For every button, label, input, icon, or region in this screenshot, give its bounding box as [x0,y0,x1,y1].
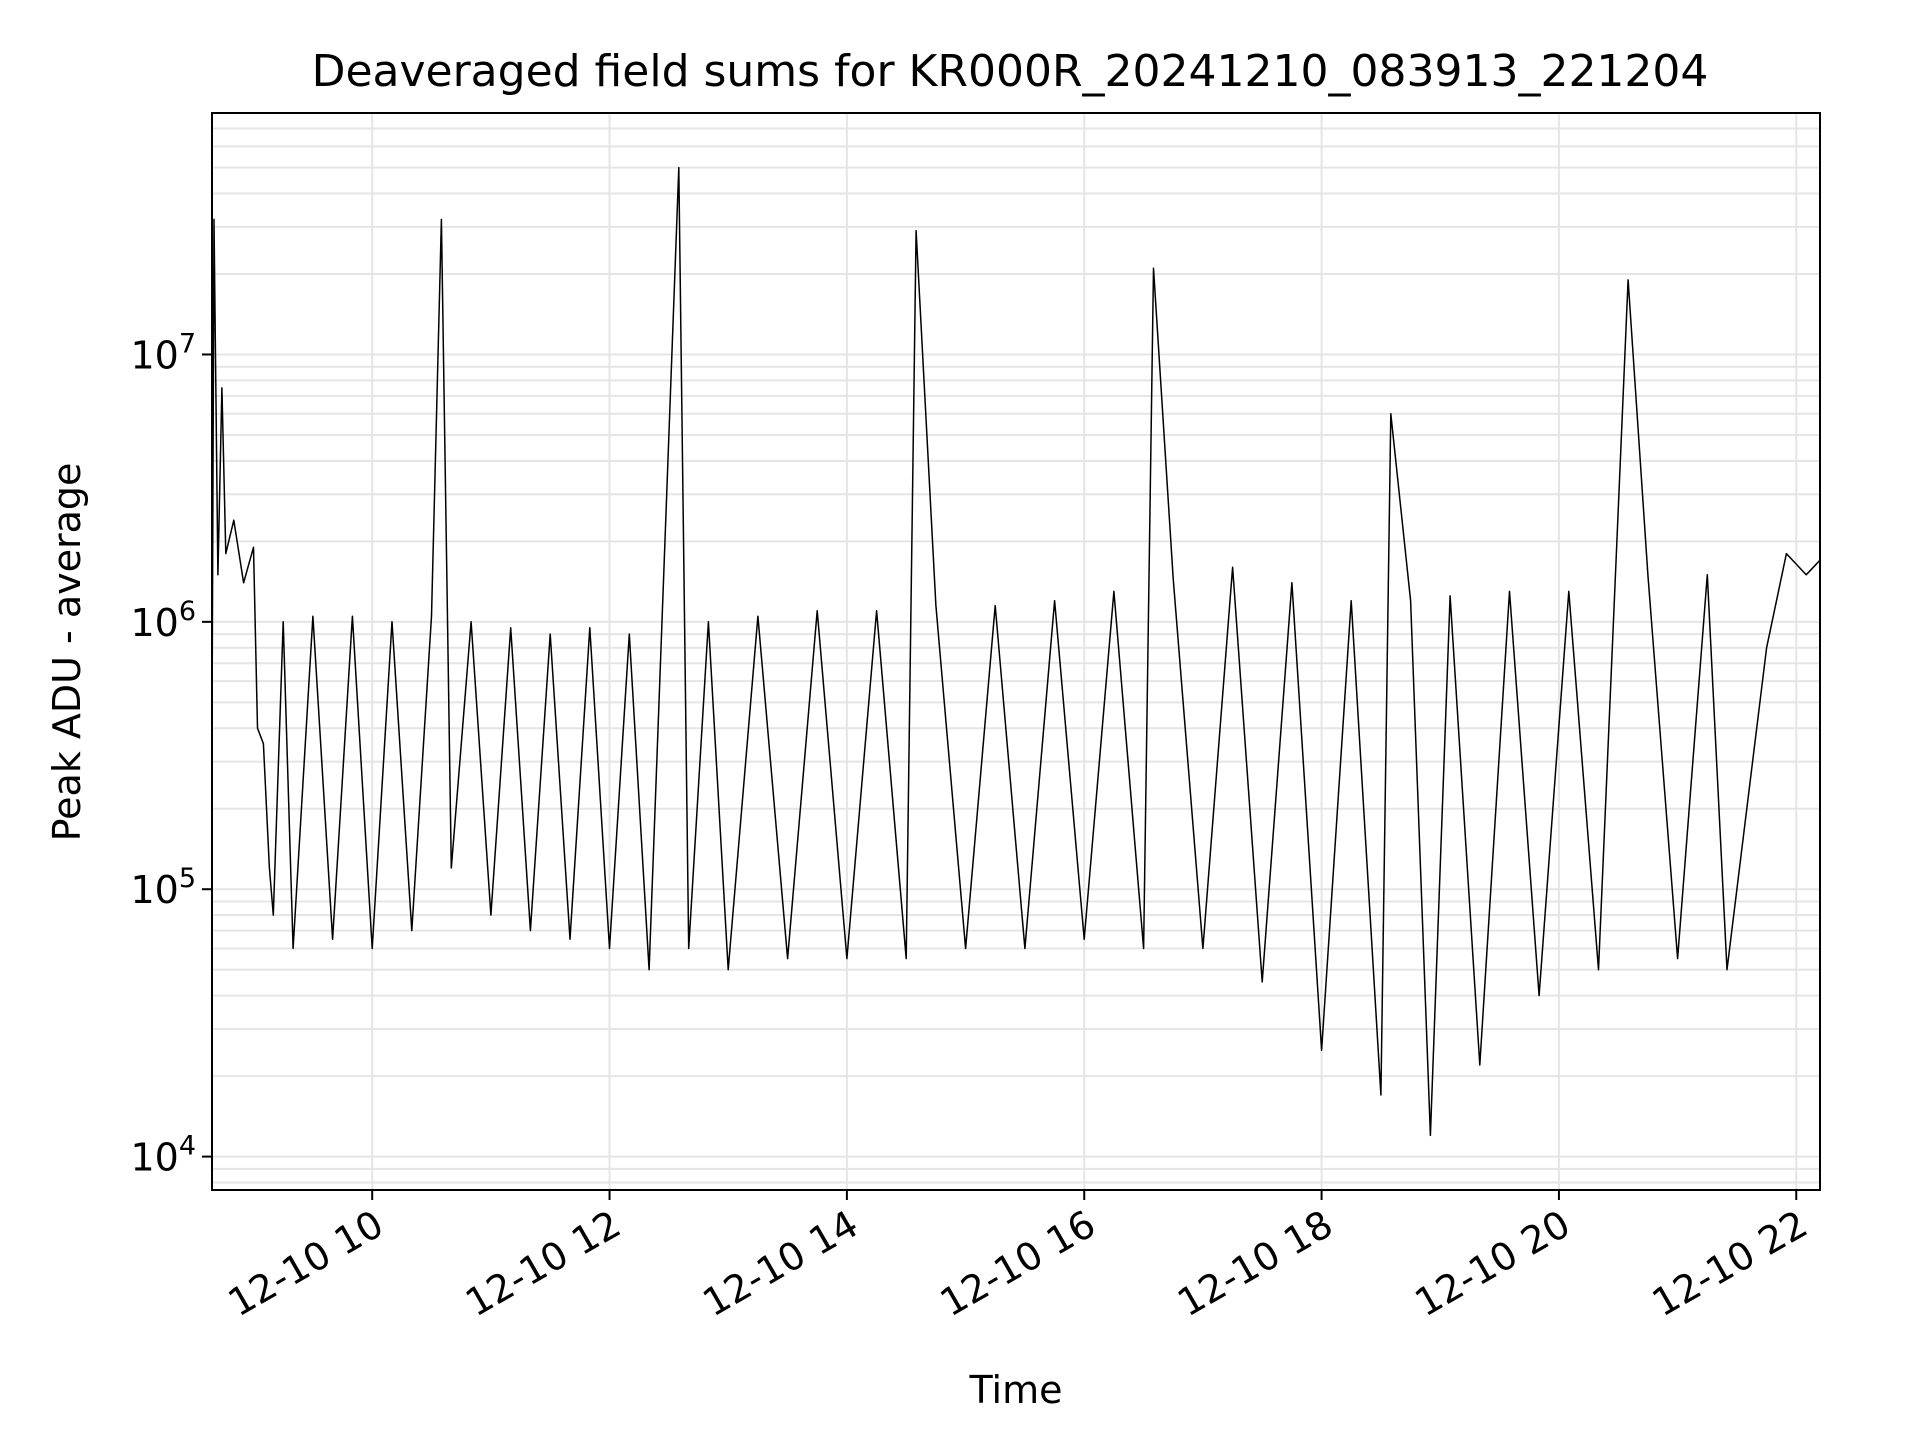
y-tick-label: 105 [130,863,196,912]
y-tick-base: 10 [130,601,178,645]
y-tick-base: 10 [130,1136,178,1180]
y-tick-exponent: 4 [179,1131,196,1162]
y-tick-label: 104 [130,1131,196,1180]
chart-title: Deaveraged field sums for KR000R_2024121… [312,46,1709,97]
y-tick-label: 106 [130,596,196,645]
y-tick-label: 107 [130,328,196,377]
y-tick-exponent: 7 [179,328,196,359]
plot-frame [211,112,1821,1191]
y-tick-exponent: 6 [179,596,196,627]
y-tick-exponent: 5 [179,863,196,894]
series-line [211,166,1821,1137]
series-layer [211,166,1821,1137]
y-tick-base: 10 [130,333,178,377]
y-tick-base: 10 [130,868,178,912]
x-axis-label: Time [969,1368,1063,1412]
y-axis-label: Peak ADU - average [45,463,89,842]
